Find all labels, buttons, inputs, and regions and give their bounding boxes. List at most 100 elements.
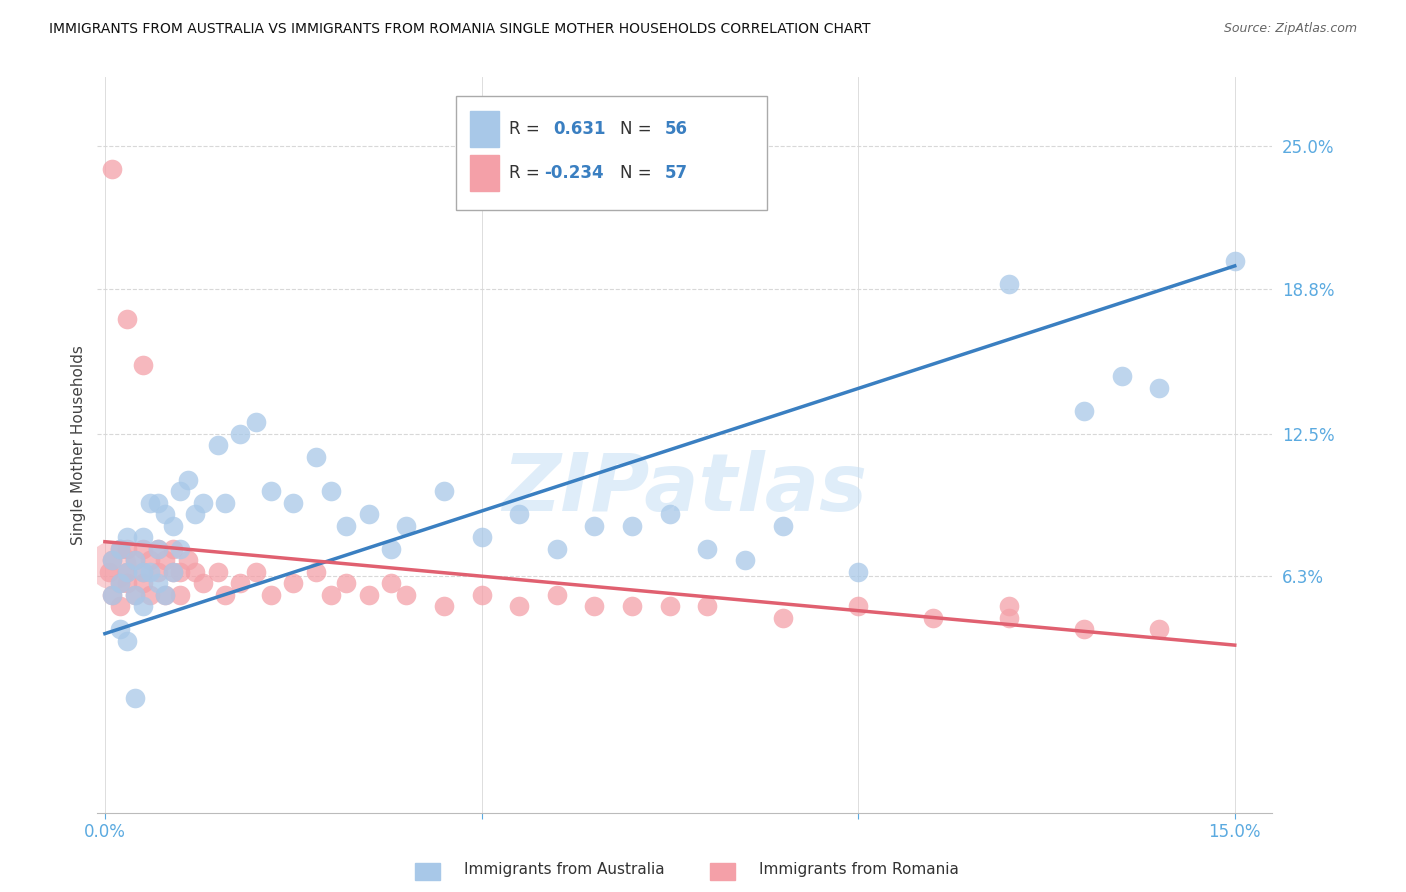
Point <box>621 518 644 533</box>
Point <box>108 541 131 556</box>
Point <box>169 484 191 499</box>
Point <box>101 553 124 567</box>
Point <box>305 450 328 464</box>
Point <box>433 599 456 613</box>
Point <box>846 599 869 613</box>
Point <box>101 558 124 572</box>
Point <box>1223 254 1246 268</box>
Point <box>131 530 153 544</box>
Text: N =: N = <box>620 164 657 182</box>
Point <box>658 599 681 613</box>
Point <box>177 553 200 567</box>
Point <box>169 565 191 579</box>
Point <box>177 473 200 487</box>
Point <box>229 576 252 591</box>
Point <box>508 507 530 521</box>
Point <box>846 565 869 579</box>
Point <box>470 588 492 602</box>
Point <box>1149 622 1171 636</box>
Point <box>283 495 305 509</box>
Point <box>319 588 342 602</box>
Point <box>139 588 162 602</box>
Point <box>131 541 153 556</box>
Point <box>380 541 402 556</box>
Point <box>395 588 418 602</box>
Point <box>997 599 1019 613</box>
Point <box>146 541 169 556</box>
Point <box>117 530 139 544</box>
Point <box>508 599 530 613</box>
Point <box>658 507 681 521</box>
Point <box>696 599 718 613</box>
Point <box>259 484 281 499</box>
Point <box>108 576 131 591</box>
Point <box>734 553 756 567</box>
Point <box>583 599 606 613</box>
Point <box>305 565 328 579</box>
Point <box>184 565 207 579</box>
Point <box>470 530 492 544</box>
Point <box>131 358 153 372</box>
Text: Immigrants from Romania: Immigrants from Romania <box>759 863 959 877</box>
Text: 0.631: 0.631 <box>554 120 606 138</box>
Point <box>169 541 191 556</box>
Point <box>357 507 380 521</box>
Point <box>153 507 176 521</box>
Point <box>997 610 1019 624</box>
Point <box>131 565 153 579</box>
Point <box>191 576 214 591</box>
Point <box>583 518 606 533</box>
Point <box>124 690 146 705</box>
Point <box>101 588 124 602</box>
Text: IMMIGRANTS FROM AUSTRALIA VS IMMIGRANTS FROM ROMANIA SINGLE MOTHER HOUSEHOLDS CO: IMMIGRANTS FROM AUSTRALIA VS IMMIGRANTS … <box>49 22 870 37</box>
Point <box>380 576 402 591</box>
Point <box>922 610 945 624</box>
Text: 57: 57 <box>665 164 688 182</box>
Point <box>214 495 236 509</box>
Point <box>207 438 229 452</box>
Point <box>108 622 131 636</box>
Point <box>433 484 456 499</box>
Point <box>97 565 120 579</box>
Point <box>108 576 131 591</box>
Point <box>395 518 418 533</box>
Point <box>207 565 229 579</box>
Point <box>184 507 207 521</box>
Point <box>131 599 153 613</box>
Bar <box>470 111 499 147</box>
Point <box>162 565 184 579</box>
Text: N =: N = <box>620 120 657 138</box>
Point <box>146 565 169 579</box>
Text: Immigrants from Australia: Immigrants from Australia <box>464 863 665 877</box>
Point <box>153 588 176 602</box>
Point <box>139 495 162 509</box>
Point <box>1073 622 1095 636</box>
Point <box>696 541 718 556</box>
Text: 56: 56 <box>665 120 688 138</box>
Point <box>772 610 794 624</box>
Text: R =: R = <box>509 120 544 138</box>
Point <box>101 588 124 602</box>
Point <box>319 484 342 499</box>
Point <box>131 576 153 591</box>
Point <box>124 553 146 567</box>
Point <box>1111 369 1133 384</box>
Point <box>162 518 184 533</box>
Point <box>146 541 169 556</box>
Y-axis label: Single Mother Households: Single Mother Households <box>72 345 86 545</box>
Point <box>621 599 644 613</box>
Point <box>139 565 162 579</box>
Point <box>1073 403 1095 417</box>
Point <box>117 565 139 579</box>
Text: Source: ZipAtlas.com: Source: ZipAtlas.com <box>1223 22 1357 36</box>
Point <box>117 576 139 591</box>
Point <box>1149 381 1171 395</box>
Point <box>229 426 252 441</box>
Point <box>245 565 267 579</box>
Text: R =: R = <box>509 164 544 182</box>
Point <box>108 599 131 613</box>
Point <box>131 565 153 579</box>
Point <box>357 588 380 602</box>
Point <box>124 588 146 602</box>
Point <box>153 588 176 602</box>
